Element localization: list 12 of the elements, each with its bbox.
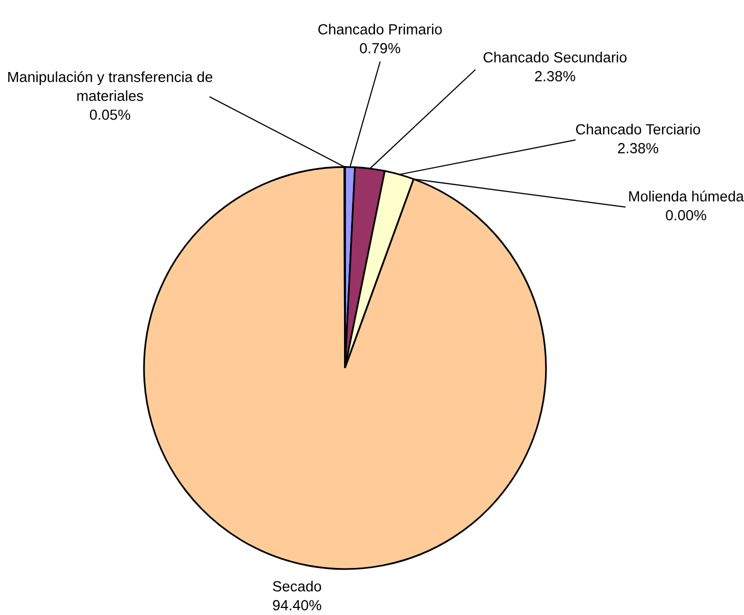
slice-label: Manipulación y transferencia de materiales	[8, 71, 212, 101]
data-label: 2.38%	[618, 143, 658, 154]
category-label: Molienda húmeda	[629, 190, 744, 202]
slice-label: Chancado Secundario	[484, 52, 627, 62]
slice-label: Chancado Terciario	[576, 124, 700, 134]
slice-label: Chancado Primario	[318, 24, 442, 34]
data-label: 0.79%	[360, 43, 400, 54]
data-label: 2.38%	[535, 71, 576, 82]
text: 0.00%	[666, 210, 706, 220]
slice-label: Secado	[272, 580, 322, 592]
data-label: 0.05%	[90, 110, 130, 120]
data-label: 94.40%	[272, 600, 322, 610]
